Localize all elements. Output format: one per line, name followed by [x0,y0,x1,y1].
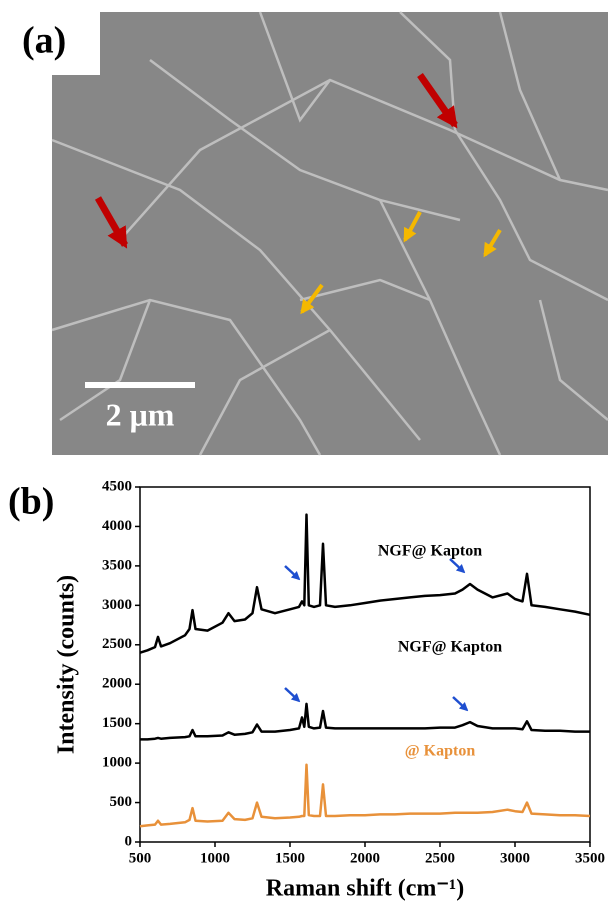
plot: 500 1000 1500 2000 2500 3000 35000500100015002… [54,478,606,901]
y-tick-label: 3000 [102,597,132,613]
y-tick-label: 2000 [102,676,132,692]
spectrum-line [140,702,590,741]
spectrum-line [139,763,591,828]
x-axis-title: Raman shift (cm⁻¹) [266,876,465,902]
x-tick-label: 3500 [575,850,605,866]
series-label: NGF@ Kapton [378,543,482,560]
y-tick-label: 1000 [102,755,132,771]
spectrum-line [139,513,591,654]
series-label: NGF@ Kapton [398,639,502,656]
scale-bar-label: 2 μm [106,396,175,432]
x-tick-label: 500 [129,850,152,866]
y-tick-label: 0 [125,833,133,849]
panel-label: (b) [8,481,54,523]
y-tick-label: 2500 [102,636,132,652]
series-label: @ Kapton [405,743,476,760]
y-tick-label: 1500 [102,715,132,731]
x-tick-label: 2000 [350,850,380,866]
y-tick-label: 3500 [102,557,132,573]
panel-label: (a) [22,20,66,62]
x-tick-label: 2500 [425,850,455,866]
y-axis-title: Intensity (counts) [54,575,80,754]
x-tick-label: 1500 [275,850,305,866]
y-tick-label: 500 [110,794,133,810]
y-tick-label: 4000 [102,518,132,534]
x-tick-label: 3000 [500,850,530,866]
sem-image: (a) 2 μm [12,11,609,456]
x-tick-label: 1000 [200,850,230,866]
arrows [284,558,469,712]
plot-frame [139,486,591,843]
y-tick-label: 4500 [102,478,132,494]
